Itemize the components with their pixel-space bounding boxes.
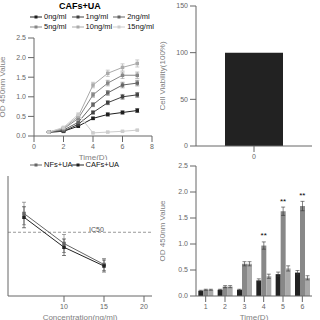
svg-text:Time(D): Time(D): [79, 153, 108, 160]
svg-text:0: 0: [32, 143, 36, 150]
svg-text:20: 20: [140, 303, 148, 310]
svg-text:1: 1: [204, 303, 208, 310]
svg-text:6: 6: [121, 143, 125, 150]
svg-text:Time(D): Time(D): [240, 313, 269, 320]
svg-text:5: 5: [281, 303, 285, 310]
svg-text:8: 8: [150, 143, 154, 150]
svg-text:Concentration(ng/ml): Concentration(ng/ml): [43, 313, 118, 320]
svg-text:4: 4: [262, 303, 266, 310]
svg-text:1.0: 1.0: [16, 93, 26, 100]
html-text:5ng/ml: 5ng/ml: [44, 22, 67, 31]
html-text:NFs+UA: NFs+UA: [44, 160, 73, 169]
svg-text:0.0: 0.0: [16, 132, 26, 139]
svg-text:2.0: 2.0: [16, 54, 26, 61]
svg-text:0: 0: [252, 153, 256, 160]
svg-text:100: 100: [176, 49, 188, 56]
svg-text:**: **: [280, 197, 286, 206]
html-text:10ng/ml: 10ng/ml: [85, 22, 113, 31]
svg-text:1.5: 1.5: [178, 214, 188, 221]
svg-text:0: 0: [184, 142, 188, 149]
svg-text:2.5: 2.5: [16, 34, 26, 41]
svg-text:6: 6: [300, 303, 304, 310]
svg-text:0.0: 0.0: [178, 292, 188, 299]
html-text:CAFs+UA: CAFs+UA: [85, 160, 120, 169]
html-text:1ng/ml: 1ng/ml: [85, 12, 109, 21]
html-text:0ng/ml: 0ng/ml: [44, 12, 67, 21]
html-text:CAFs+UA: CAFs+UA: [59, 1, 101, 11]
svg-text:**: **: [299, 191, 305, 200]
svg-text:IC50: IC50: [89, 226, 104, 233]
html-text:15ng/ml: 15ng/ml: [127, 22, 154, 31]
svg-text:0.5: 0.5: [16, 113, 26, 120]
svg-text:2.5: 2.5: [178, 162, 188, 169]
svg-text:3: 3: [242, 303, 246, 310]
svg-text:1.5: 1.5: [16, 74, 26, 81]
svg-text:Cell Viability(100%): Cell Viability(100%): [160, 41, 167, 111]
svg-text:10: 10: [60, 303, 68, 310]
svg-text:OD 450nm Value: OD 450nm Value: [160, 200, 167, 261]
svg-text:150: 150: [176, 2, 188, 9]
svg-text:1.0: 1.0: [178, 240, 188, 247]
html-text:2ng/ml: 2ng/ml: [127, 12, 150, 21]
svg-text:2.0: 2.0: [178, 188, 188, 195]
svg-text:50: 50: [180, 96, 188, 103]
svg-text:0.5: 0.5: [178, 266, 188, 273]
svg-text:4: 4: [91, 143, 95, 150]
svg-text:**: **: [261, 231, 267, 240]
svg-text:2: 2: [62, 143, 66, 150]
svg-text:2: 2: [223, 303, 227, 310]
svg-text:15: 15: [100, 303, 108, 310]
